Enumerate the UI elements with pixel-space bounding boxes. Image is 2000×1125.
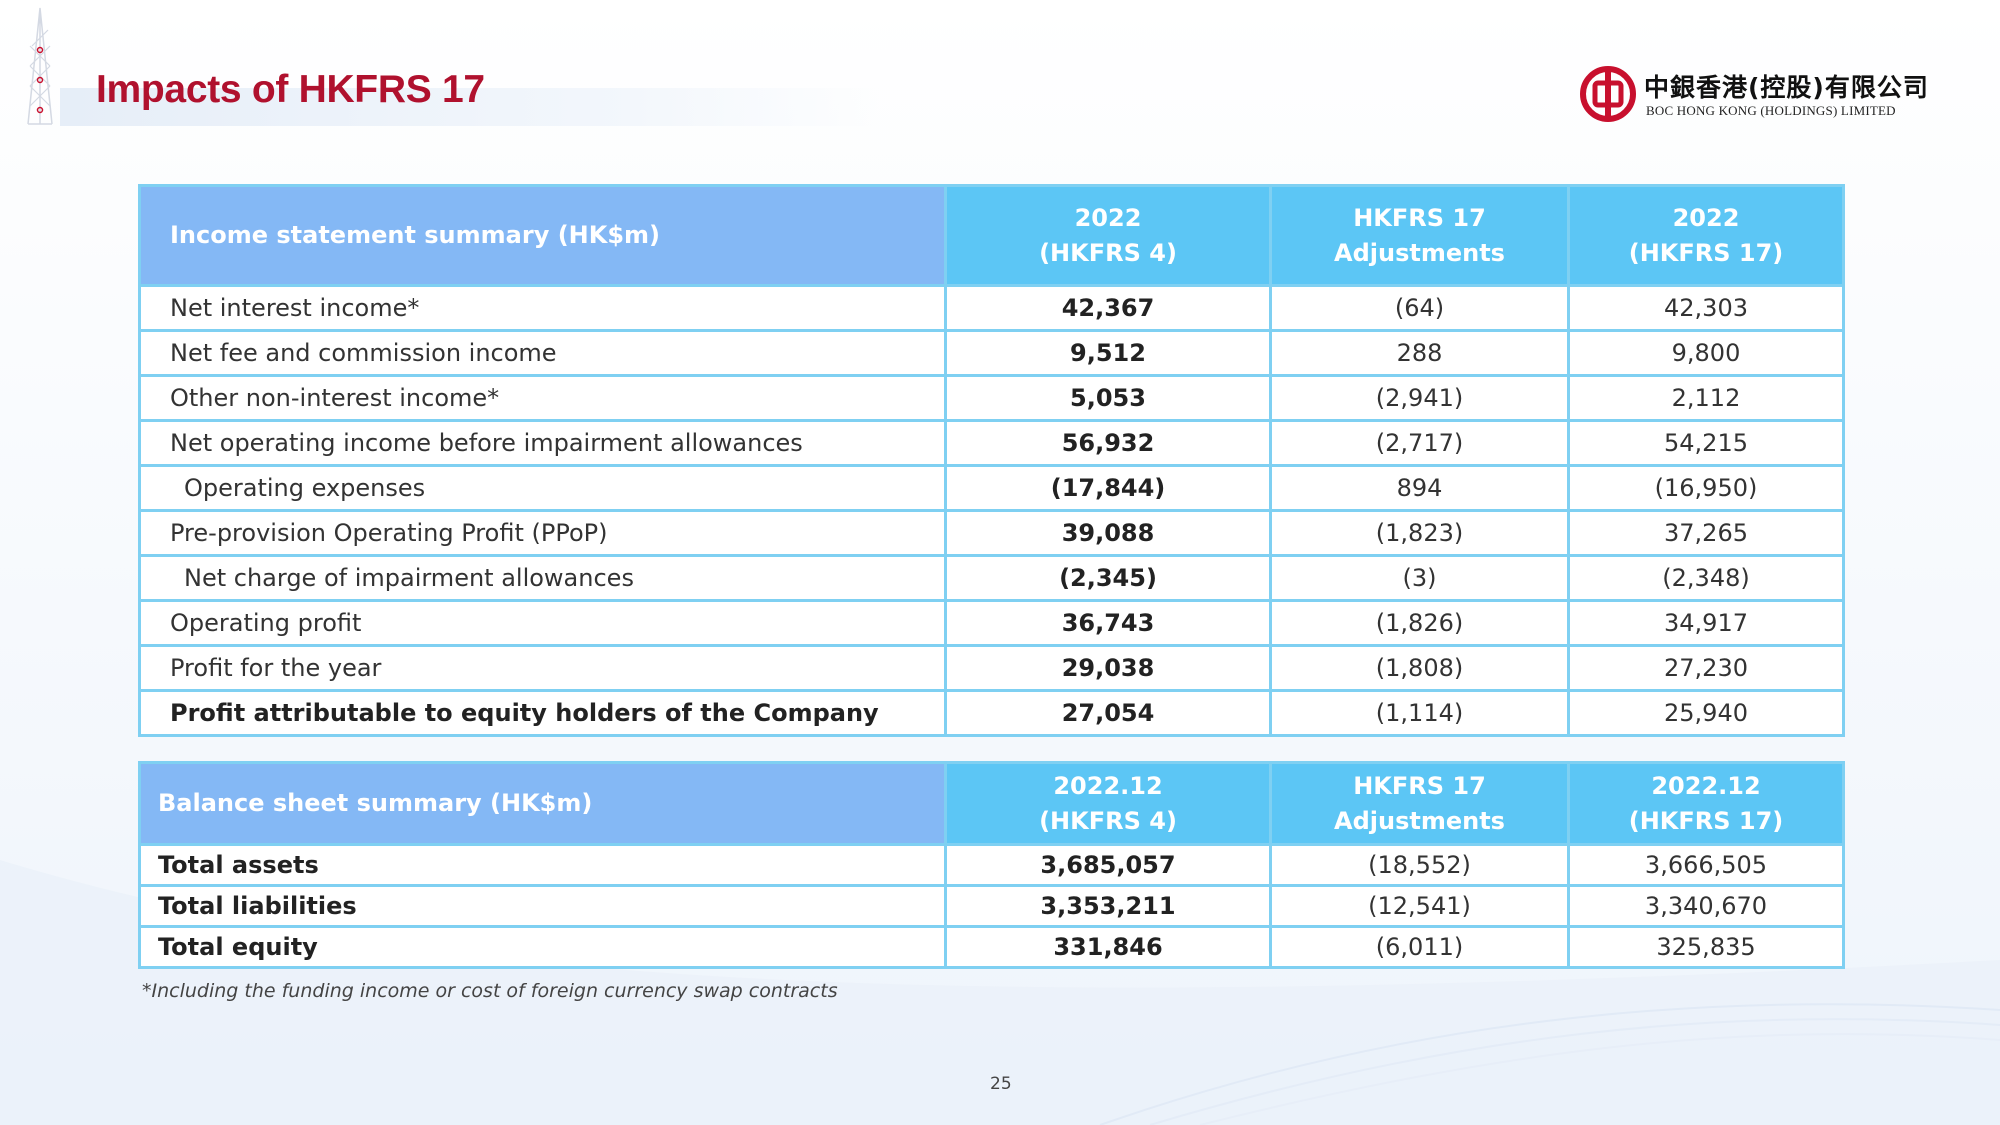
cell-adjustments: (12,541) [1269,884,1570,928]
cell-hkfrs17: 54,215 [1567,419,1845,467]
table-row: Other non-interest income* 5,053 (2,941)… [138,374,1845,422]
cell-hkfrs17: 37,265 [1567,509,1845,557]
cell-hkfrs17: 34,917 [1567,599,1845,647]
row-label: Net interest income* [138,284,947,332]
table-row: Net charge of impairment allowances (2,3… [138,554,1845,602]
cell-hkfrs4: 56,932 [944,419,1272,467]
cell-hkfrs17: 27,230 [1567,644,1845,692]
cell-adjustments: (3) [1269,554,1570,602]
header-hkfrs4: 2022 (HKFRS 4) [944,184,1272,287]
cell-hkfrs17: (16,950) [1567,464,1845,512]
header-label: Income statement summary (HK$m) [138,184,947,287]
table-row: Profit for the year 29,038 (1,808) 27,23… [138,644,1845,692]
table-row: Net fee and commission income 9,512 288 … [138,329,1845,377]
header-hkfrs17: 2022.12 (HKFRS 17) [1567,761,1845,846]
company-name-english: BOC HONG KONG (HOLDINGS) LIMITED [1646,103,1896,118]
cell-hkfrs4: 331,846 [944,925,1272,969]
cell-hkfrs4: 39,088 [944,509,1272,557]
cell-hkfrs17: 325,835 [1567,925,1845,969]
table-row: Net interest income* 42,367 (64) 42,303 [138,284,1845,332]
table-row: Operating expenses (17,844) 894 (16,950) [138,464,1845,512]
header-hkfrs17: 2022 (HKFRS 17) [1567,184,1845,287]
cell-adjustments: (64) [1269,284,1570,332]
row-label: Total assets [138,843,947,887]
cell-hkfrs4: (2,345) [944,554,1272,602]
cell-hkfrs17: 25,940 [1567,689,1845,737]
cell-adjustments: (18,552) [1269,843,1570,887]
footnote: *Including the funding income or cost of… [142,980,838,1002]
cell-adjustments: (1,114) [1269,689,1570,737]
header-label: Balance sheet summary (HK$m) [138,761,947,846]
cell-hkfrs17: 2,112 [1567,374,1845,422]
row-label: Total equity [138,925,947,969]
bank-tower-icon [27,7,53,125]
cell-hkfrs17: 42,303 [1567,284,1845,332]
company-logo: 中銀香港(控股)有限公司 BOC HONG KONG (HOLDINGS) LI… [1580,66,1940,126]
row-label: Pre-provision Operating Profit (PPoP) [138,509,947,557]
table-header-row: Balance sheet summary (HK$m) 2022.12 (HKF… [138,761,1845,846]
header-adjustments: HKFRS 17 Adjustments [1269,761,1570,846]
cell-adjustments: (2,941) [1269,374,1570,422]
boc-logo-icon [1580,66,1636,122]
row-label: Profit attributable to equity holders of… [138,689,947,737]
row-label: Net charge of impairment allowances [138,554,947,602]
cell-adjustments: (2,717) [1269,419,1570,467]
balance-sheet-table: Balance sheet summary (HK$m) 2022.12 (HKF… [138,761,1845,969]
cell-adjustments: (1,823) [1269,509,1570,557]
cell-adjustments: (6,011) [1269,925,1570,969]
table-row: Profit attributable to equity holders of… [138,689,1845,737]
table-row: Total assets 3,685,057 (18,552) 3,666,50… [138,843,1845,887]
table-row: Net operating income before impairment a… [138,419,1845,467]
page-title: Impacts of HKFRS 17 [96,68,485,111]
cell-hkfrs17: 3,340,670 [1567,884,1845,928]
cell-hkfrs4: 42,367 [944,284,1272,332]
table-row: Operating profit 36,743 (1,826) 34,917 [138,599,1845,647]
header-adjustments: HKFRS 17 Adjustments [1269,184,1570,287]
cell-adjustments: (1,808) [1269,644,1570,692]
cell-hkfrs4: 9,512 [944,329,1272,377]
table-row: Total equity 331,846 (6,011) 325,835 [138,925,1845,969]
cell-adjustments: (1,826) [1269,599,1570,647]
title-band [60,88,880,126]
row-label: Net fee and commission income [138,329,947,377]
cell-hkfrs17: 9,800 [1567,329,1845,377]
cell-hkfrs4: 29,038 [944,644,1272,692]
row-label: Other non-interest income* [138,374,947,422]
row-label: Net operating income before impairment a… [138,419,947,467]
cell-hkfrs4: 5,053 [944,374,1272,422]
company-name-chinese: 中銀香港(控股)有限公司 [1644,73,1929,102]
row-label: Profit for the year [138,644,947,692]
table-header-row: Income statement summary (HK$m) 2022 (HKF… [138,184,1845,287]
cell-adjustments: 288 [1269,329,1570,377]
page-number: 25 [990,1074,1012,1094]
row-label: Operating expenses [138,464,947,512]
cell-hkfrs4: 3,685,057 [944,843,1272,887]
cell-hkfrs17: (2,348) [1567,554,1845,602]
row-label: Operating profit [138,599,947,647]
cell-hkfrs4: 36,743 [944,599,1272,647]
row-label: Total liabilities [138,884,947,928]
table-row: Pre-provision Operating Profit (PPoP) 39… [138,509,1845,557]
cell-hkfrs4: (17,844) [944,464,1272,512]
cell-hkfrs4: 3,353,211 [944,884,1272,928]
table-row: Total liabilities 3,353,211 (12,541) 3,3… [138,884,1845,928]
income-statement-table: Income statement summary (HK$m) 2022 (HKF… [138,184,1845,737]
cell-hkfrs4: 27,054 [944,689,1272,737]
header-hkfrs4: 2022.12 (HKFRS 4) [944,761,1272,846]
cell-hkfrs17: 3,666,505 [1567,843,1845,887]
cell-adjustments: 894 [1269,464,1570,512]
